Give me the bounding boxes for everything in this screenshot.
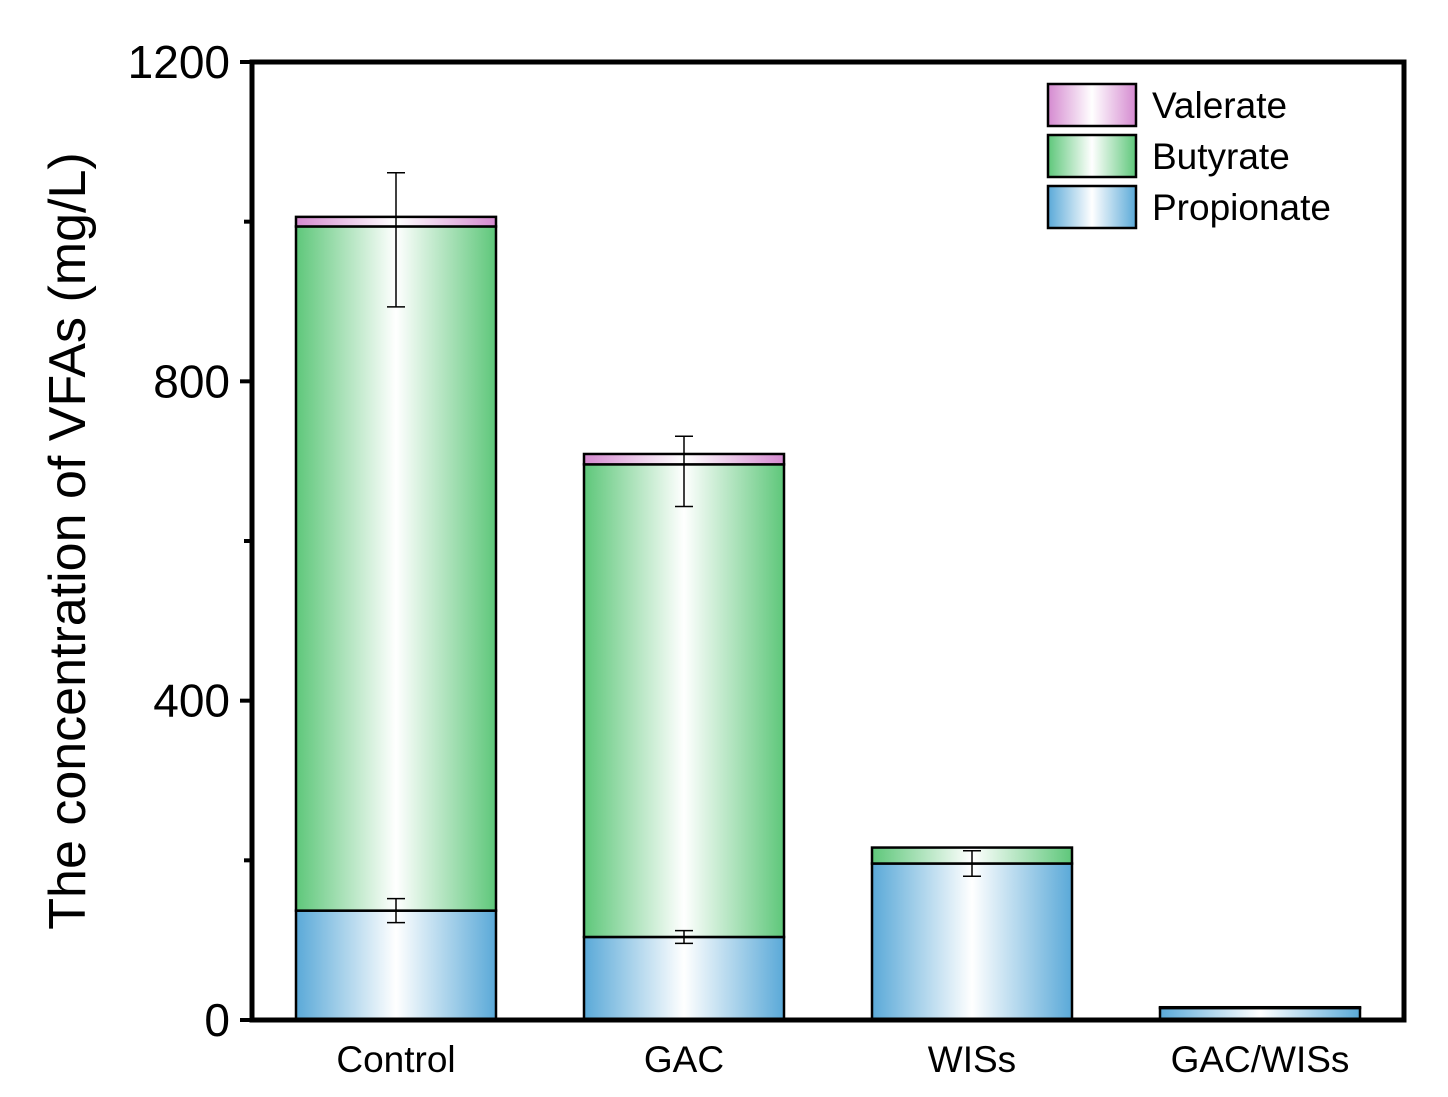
legend-swatch (1046, 82, 1138, 128)
x-axis: Control GAC WISs GAC/WISs (336, 1039, 1349, 1080)
x-tick-label: GAC (644, 1039, 724, 1080)
y-tick-label: 1200 (128, 36, 230, 88)
bar-propionate-gac (582, 935, 786, 1022)
bar-butyrate-control (294, 225, 498, 912)
legend-swatch (1046, 184, 1138, 230)
legend-item-propionate: Propionate (1046, 184, 1331, 230)
y-tick-label: 800 (153, 355, 230, 407)
legend-label: Valerate (1152, 85, 1287, 126)
error-bar-propionate-wiss (963, 850, 981, 878)
error-bars (387, 172, 981, 945)
y-tick-label: 0 (204, 994, 230, 1046)
error-bar-total-control (387, 172, 405, 308)
legend-item-valerate: Valerate (1046, 82, 1287, 128)
legend: Valerate Butyrate Propionate (1046, 82, 1331, 230)
bar-butyrate-gac-wiss (1158, 1005, 1362, 1010)
legend-label: Butyrate (1152, 136, 1290, 177)
x-tick-label: WISs (928, 1039, 1016, 1080)
bars (294, 215, 1362, 1022)
y-tick-label: 400 (153, 675, 230, 727)
x-tick-label: GAC/WISs (1171, 1039, 1350, 1080)
y-axis: 0 400 800 1200 (128, 36, 252, 1046)
legend-swatch (1046, 133, 1138, 179)
error-bar-propionate-control (387, 897, 405, 924)
bar-propionate-wiss (870, 862, 1074, 1022)
legend-item-butyrate: Butyrate (1046, 133, 1290, 179)
y-axis-label: The concentration of VFAs (mg/L) (39, 152, 97, 929)
bar-propionate-control (294, 909, 498, 1022)
x-tick-label: Control (336, 1039, 455, 1080)
error-bar-total-gac (675, 435, 693, 508)
error-bar-propionate-gac (675, 929, 693, 945)
bar-butyrate-gac (582, 463, 786, 939)
legend-label: Propionate (1152, 187, 1331, 228)
